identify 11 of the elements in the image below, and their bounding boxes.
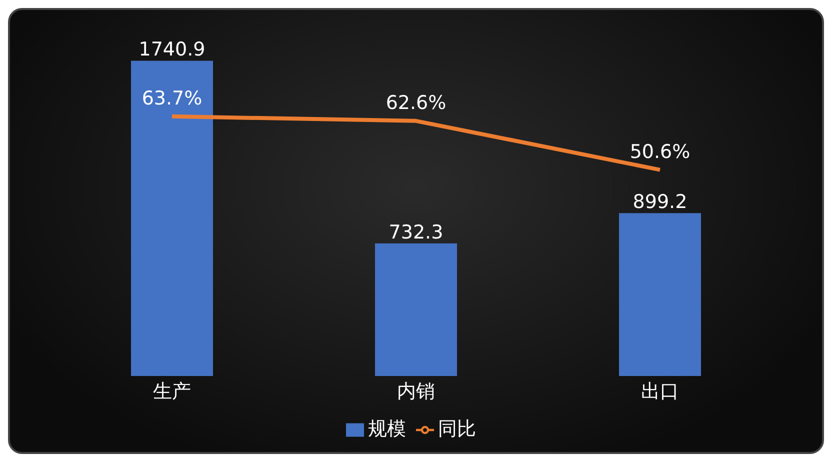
legend-label: 同比 xyxy=(438,418,476,440)
x-tick-label: 出口 xyxy=(641,380,679,402)
data-label: 63.7% xyxy=(142,87,202,110)
x-tick-label: 生产 xyxy=(153,380,191,402)
data-label: 1740.9 xyxy=(138,38,206,61)
data-label: 50.6% xyxy=(630,140,690,163)
legend-label: 规模 xyxy=(368,418,406,440)
data-label: 899.2 xyxy=(632,191,688,214)
data-label: 732.3 xyxy=(388,221,444,244)
x-tick-label: 内销 xyxy=(397,380,435,402)
data-label: 62.6% xyxy=(386,92,446,114)
